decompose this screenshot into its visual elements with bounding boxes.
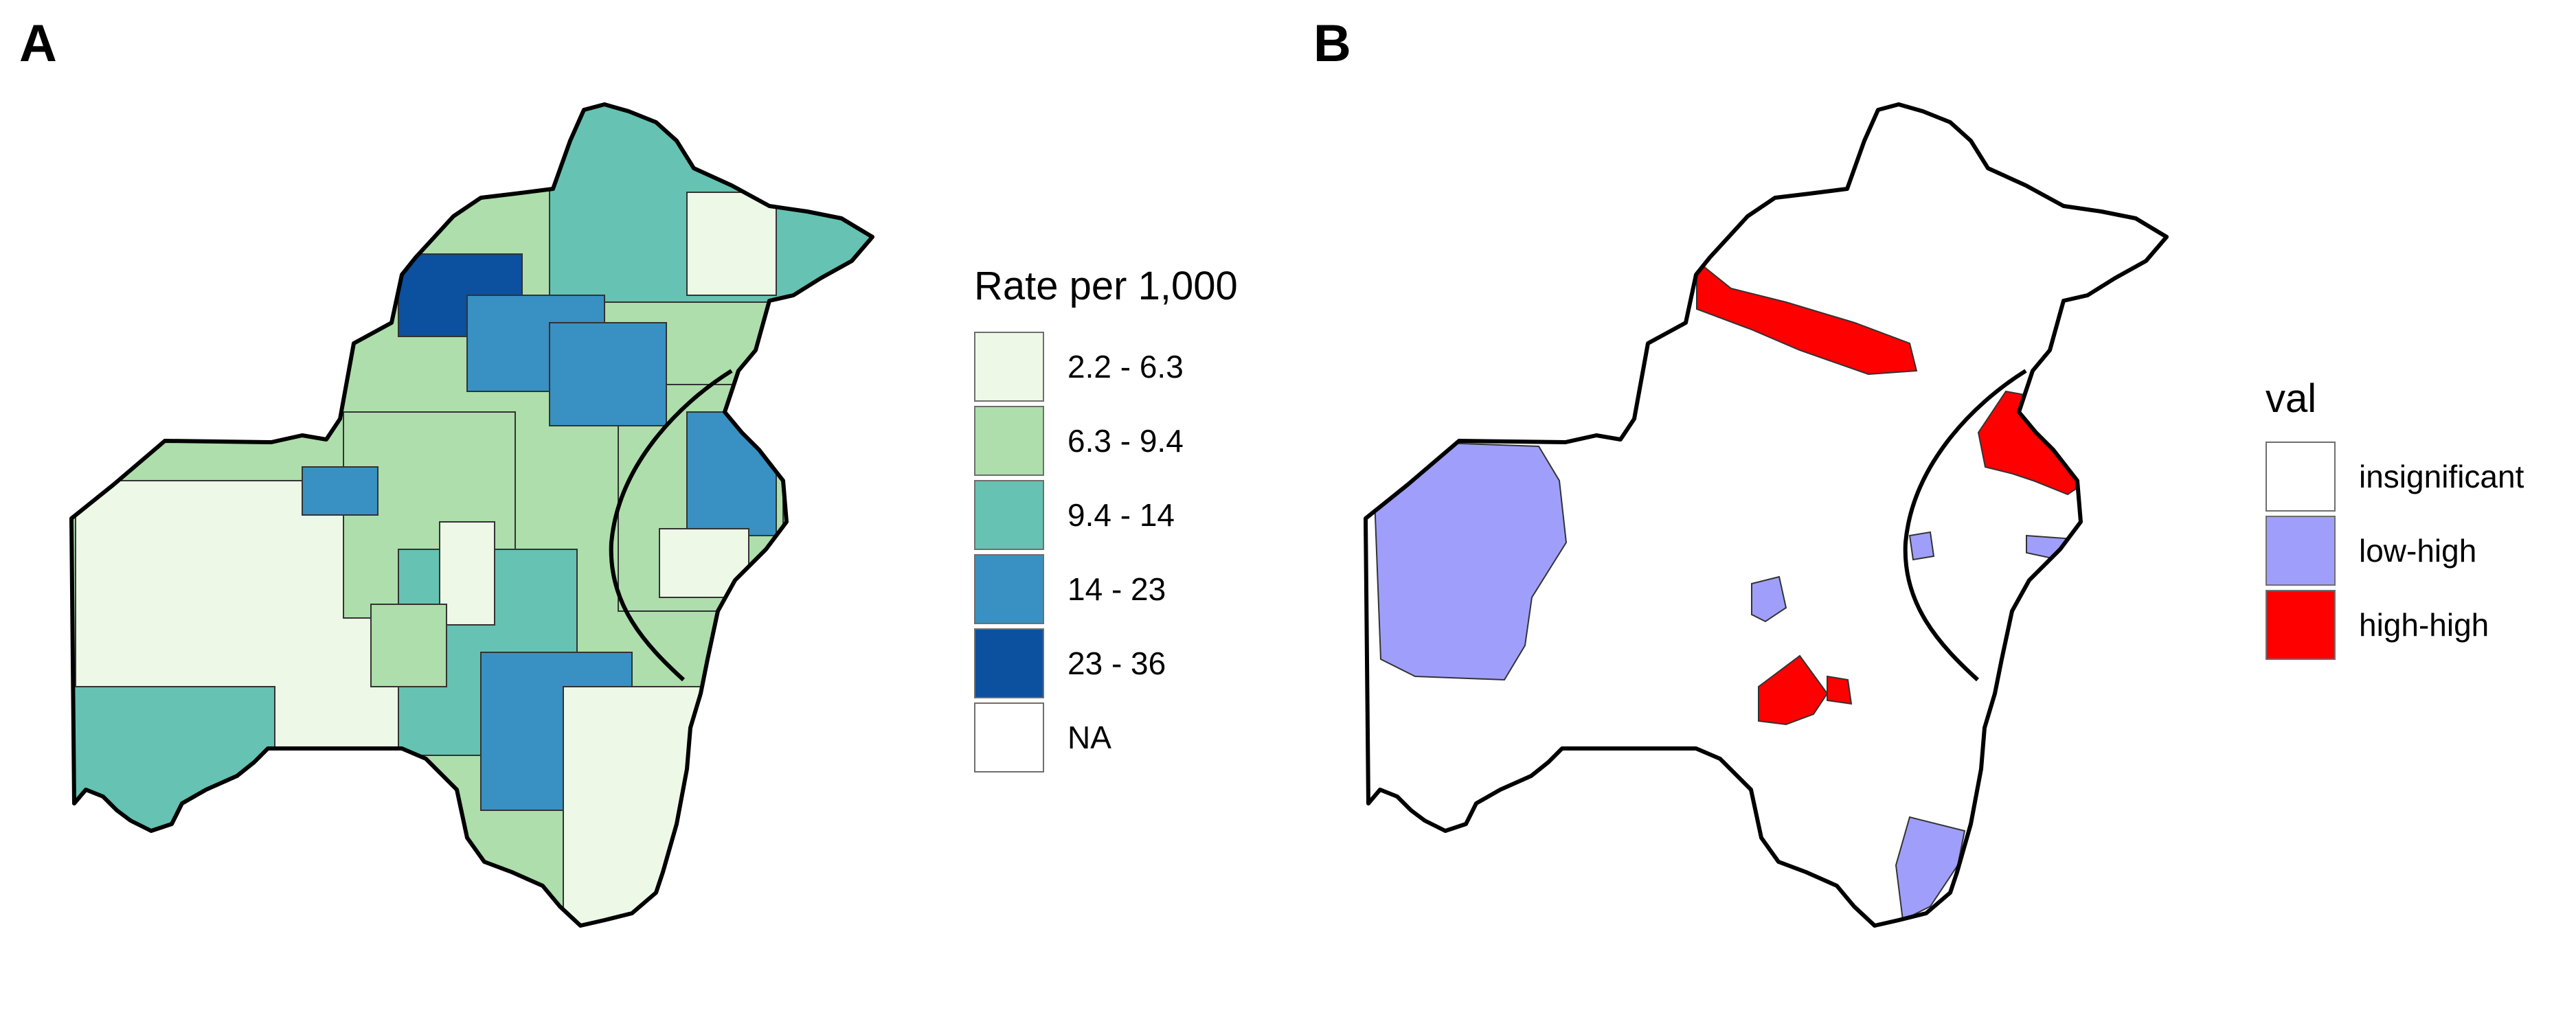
panel-a-label: A	[19, 14, 57, 73]
legend-a-item: 23 - 36	[974, 626, 1166, 700]
legend-a-label: 2.2 - 6.3	[1067, 349, 1184, 385]
legend-a-label: NA	[1067, 720, 1111, 755]
legend-a-item: 6.3 - 9.4	[974, 404, 1184, 478]
legend-a-swatch	[974, 332, 1044, 402]
legend-b-label: low-high	[2359, 533, 2477, 569]
legend-b-swatch	[2266, 590, 2336, 660]
legend-a-label: 23 - 36	[1067, 645, 1166, 681]
legend-a-label: 6.3 - 9.4	[1067, 423, 1184, 459]
legend-a-item: 9.4 - 14	[974, 478, 1175, 552]
legend-b-title: val	[2266, 376, 2317, 421]
legend-b-label: insignificant	[2359, 459, 2524, 494]
legend-a-swatch	[974, 554, 1044, 624]
legend-a-item: 14 - 23	[974, 552, 1166, 626]
legend-a-swatch	[974, 406, 1044, 476]
legend-b-item: low-high	[2266, 514, 2476, 588]
legend-a-item: 2.2 - 6.3	[974, 330, 1184, 404]
legend-b-swatch	[2266, 442, 2336, 512]
legend-a-label: 9.4 - 14	[1067, 497, 1175, 533]
legend-b-item: high-high	[2266, 588, 2489, 662]
legend-b-label: high-high	[2359, 607, 2489, 643]
legend-a-label: 14 - 23	[1067, 571, 1166, 607]
legend-a-swatch	[974, 628, 1044, 698]
legend-b-swatch	[2266, 516, 2336, 586]
panel-b-label: B	[1313, 14, 1351, 73]
legend-a-item: NA	[974, 700, 1111, 775]
legend-b-item: insignificant	[2266, 439, 2524, 514]
legend-a-swatch	[974, 480, 1044, 550]
legend-a-title: Rate per 1,000	[974, 264, 1238, 308]
legend-a-swatch	[974, 702, 1044, 772]
